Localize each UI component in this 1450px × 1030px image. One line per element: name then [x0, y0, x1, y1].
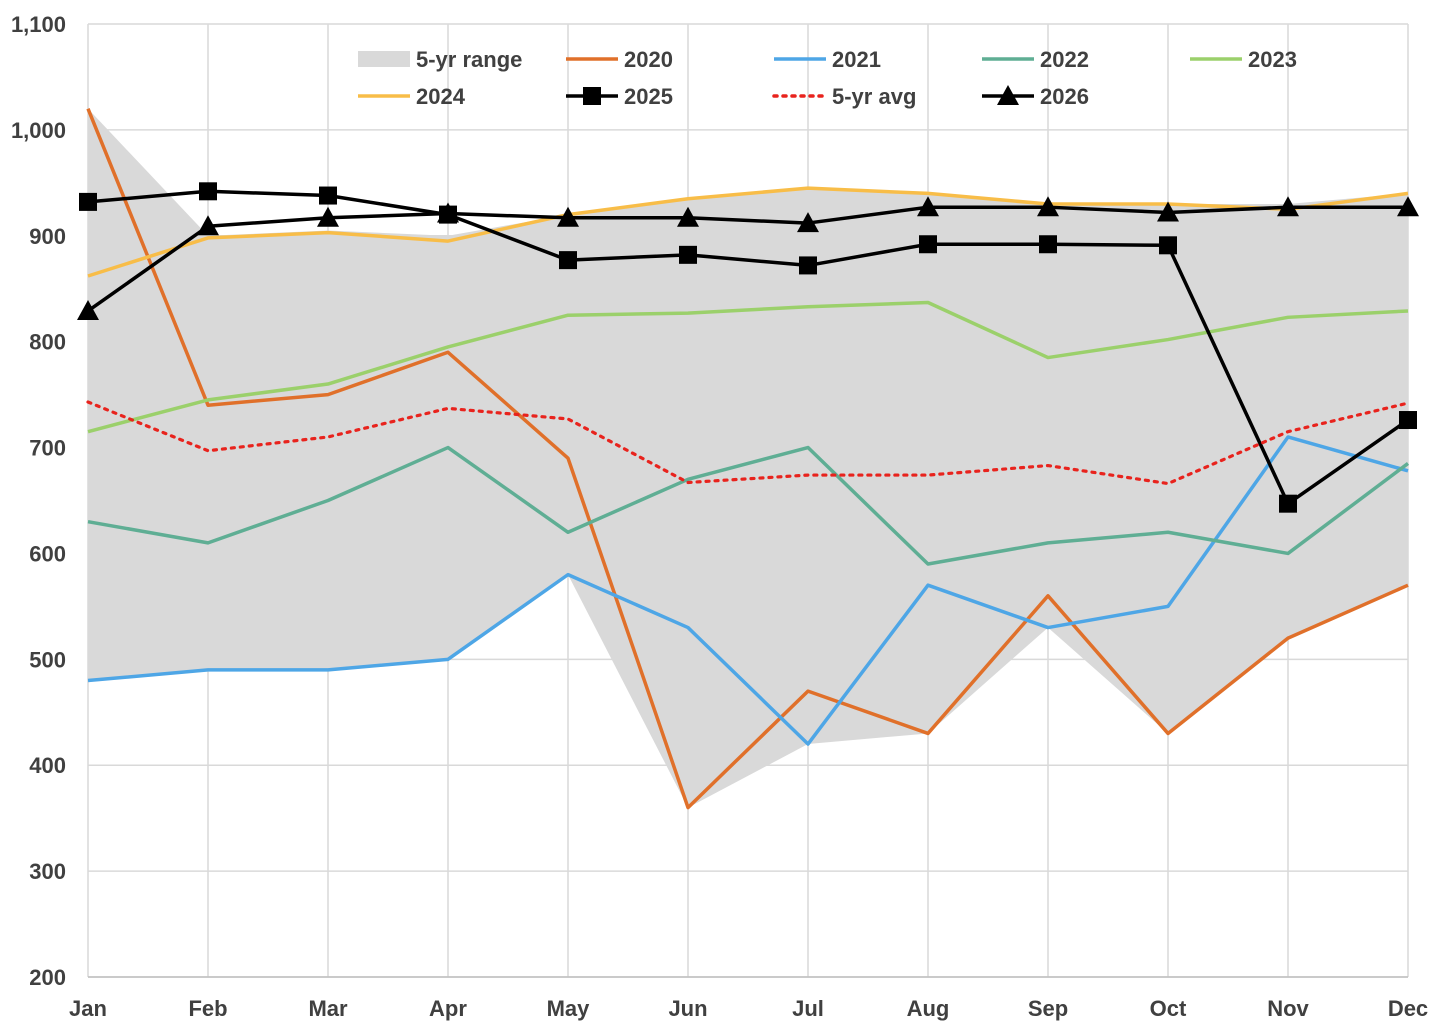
series-lines	[77, 108, 1419, 810]
series-line-2021	[87, 435, 1409, 746]
data-point-2025	[1279, 494, 1297, 513]
data-point-2026	[557, 206, 579, 227]
data-point-2026	[197, 215, 219, 236]
data-point-2025	[1399, 411, 1417, 430]
series-2026	[77, 196, 1419, 320]
data-point-2025	[1039, 235, 1057, 254]
series-2024	[87, 186, 1409, 278]
data-point-2026	[317, 206, 339, 227]
legend-label: 2023	[1248, 47, 1297, 72]
data-point-2026	[1037, 196, 1059, 217]
y-tick-label: 1,100	[11, 12, 66, 37]
legend-label: 5-yr avg	[832, 84, 916, 109]
legend-item-5-yr-range: 5-yr range	[358, 47, 522, 72]
data-point-2026	[437, 202, 459, 223]
series-line-2025	[87, 189, 1410, 506]
y-tick-label: 500	[29, 647, 66, 672]
y-tick-label: 1,000	[11, 118, 66, 143]
x-tick-label-feb: Feb	[188, 996, 227, 1021]
series-2022	[87, 445, 1410, 566]
data-point-2025	[319, 186, 337, 205]
series-2021	[87, 435, 1409, 746]
series-5-yr-avg	[86, 400, 1410, 486]
series-line-2022	[87, 445, 1410, 566]
y-tick-label: 200	[29, 965, 66, 990]
x-tick-label-aug: Aug	[907, 996, 950, 1021]
data-point-2026	[1277, 196, 1299, 217]
series-2023	[87, 300, 1409, 434]
series-2025	[79, 182, 1417, 513]
y-tick-label: 300	[29, 859, 66, 884]
series-line-5-yr-avg	[86, 400, 1410, 486]
legend-swatch	[358, 51, 410, 67]
legend-item-2021: 2021	[774, 47, 881, 72]
legend-item-2025: 2025	[566, 84, 673, 109]
y-tick-label: 700	[29, 436, 66, 461]
legend-item-2020: 2020	[566, 47, 673, 72]
axes: 200 300 400 500 600 700 800 900 1,000 1,100 Jan Feb…	[11, 12, 1428, 1021]
data-point-2025	[559, 251, 577, 270]
x-tick-label-sep: Sep	[1028, 996, 1068, 1021]
x-tick-label-apr: Apr	[429, 996, 467, 1021]
legend-label: 2024	[416, 84, 466, 109]
data-point-2026	[677, 206, 699, 227]
data-point-2025	[679, 245, 697, 264]
series-line-2026	[86, 205, 1408, 313]
legend-marker	[997, 85, 1019, 105]
x-tick-label-nov: Nov	[1267, 996, 1309, 1021]
legend-item-2022: 2022	[982, 47, 1089, 72]
legend-item-2026: 2026	[982, 84, 1089, 109]
data-point-2026	[797, 212, 819, 233]
series-line-2023	[87, 300, 1409, 434]
y-tick-label: 600	[29, 541, 66, 566]
x-tick-label-may: May	[547, 996, 591, 1021]
legend-item-2023: 2023	[1190, 47, 1297, 72]
data-point-2025	[199, 182, 217, 201]
legend-label: 2022	[1040, 47, 1089, 72]
x-tick-label-oct: Oct	[1150, 996, 1187, 1021]
legend-label: 2020	[624, 47, 673, 72]
y-tick-label: 400	[29, 753, 66, 778]
legend-label: 2025	[624, 84, 673, 109]
data-point-2025	[1159, 236, 1177, 255]
x-tick-label-jan: Jan	[69, 996, 107, 1021]
legend-label: 2021	[832, 47, 881, 72]
range-band-area	[88, 108, 1408, 808]
legend-item-2024: 2024	[358, 84, 466, 109]
x-tick-label-jul: Jul	[792, 996, 824, 1021]
range-band	[88, 108, 1408, 808]
data-point-2025	[79, 192, 97, 211]
x-tick-label-jun: Jun	[668, 996, 707, 1021]
x-tick-label-dec: Dec	[1388, 996, 1428, 1021]
series-2020	[86, 108, 1409, 810]
legend-marker	[583, 87, 601, 105]
data-point-2025	[799, 256, 817, 275]
data-point-2026	[917, 196, 939, 217]
data-point-2026	[77, 299, 99, 320]
y-tick-label: 800	[29, 330, 66, 355]
legend-item-5-yr-avg: 5-yr avg	[772, 84, 916, 109]
legend-label: 5-yr range	[416, 47, 522, 72]
series-line-2020	[86, 108, 1409, 810]
data-point-2025	[919, 235, 937, 254]
series-line-2024	[87, 186, 1409, 278]
y-tick-label: 900	[29, 224, 66, 249]
legend: 5-yr range 2020 2021 2022 2023 2024 2025 5-yr a…	[358, 47, 1297, 109]
data-point-2026	[1397, 196, 1419, 217]
legend-label: 2026	[1040, 84, 1089, 109]
x-tick-label-mar: Mar	[308, 996, 348, 1021]
data-point-2026	[1157, 201, 1179, 222]
